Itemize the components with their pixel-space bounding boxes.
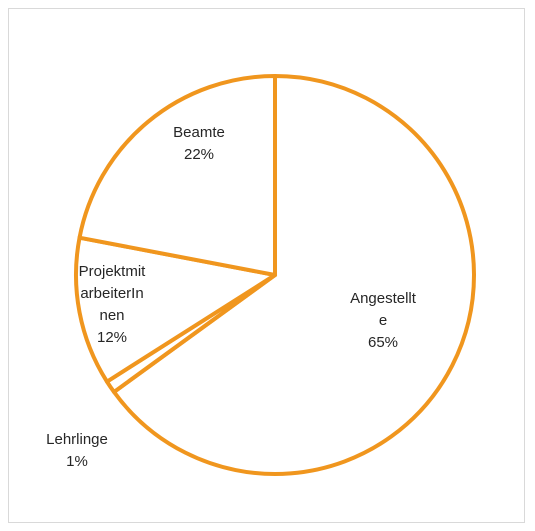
pie-slice-beamte: [77, 74, 277, 277]
slice-label-angestellte: Angestellt e 65%: [350, 290, 417, 351]
pie-slice-angestellte: [112, 74, 476, 476]
pie-slice-projektmitarbeiterinnen: [74, 235, 277, 384]
slice-label-beamte: Beamte 22%: [173, 124, 225, 163]
slice-label-projektmitarbeiterinnen: Projektmit arbeiterIn nen 12%: [79, 263, 147, 346]
slice-label-lehrlinge: Lehrlinge 1%: [46, 431, 108, 470]
